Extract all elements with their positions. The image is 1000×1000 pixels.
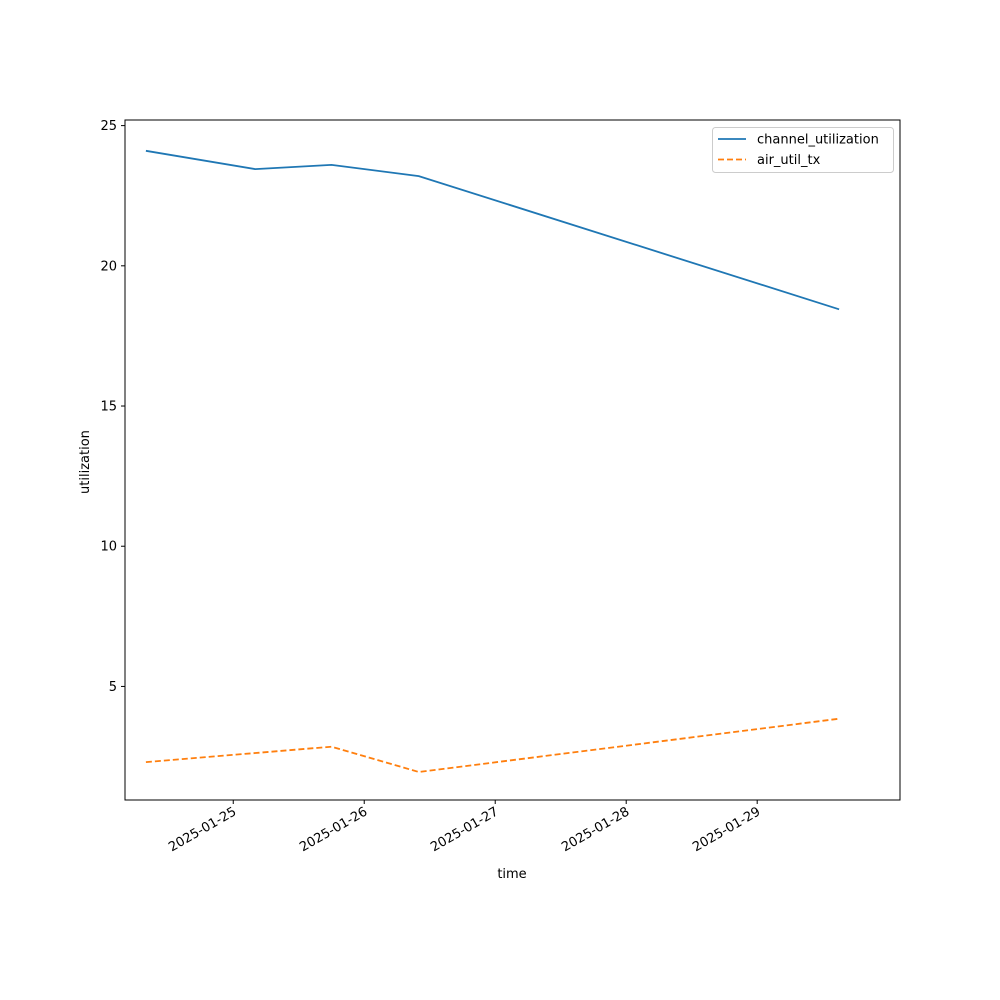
y-tick-label: 15 <box>100 400 117 415</box>
series-line-air-util-tx <box>145 717 840 773</box>
plot-frame <box>124 119 901 801</box>
y-tick-label: 25 <box>100 119 117 134</box>
y-axis: 5 10 15 20 25 <box>100 119 125 695</box>
legend-label-air-util-tx: air_util_tx <box>757 153 821 168</box>
y-tick-label: 10 <box>100 540 117 555</box>
x-axis-label: time <box>497 867 526 882</box>
series-layer <box>145 149 840 773</box>
legend-label-channel-utilization: channel_utilization <box>757 133 879 148</box>
y-axis-label: utilization <box>78 430 93 494</box>
legend-box <box>712 127 894 173</box>
y-tick-label: 20 <box>100 259 117 274</box>
legend: channel_utilization air_util_tx <box>712 127 894 173</box>
y-tick-label: 5 <box>109 680 117 695</box>
